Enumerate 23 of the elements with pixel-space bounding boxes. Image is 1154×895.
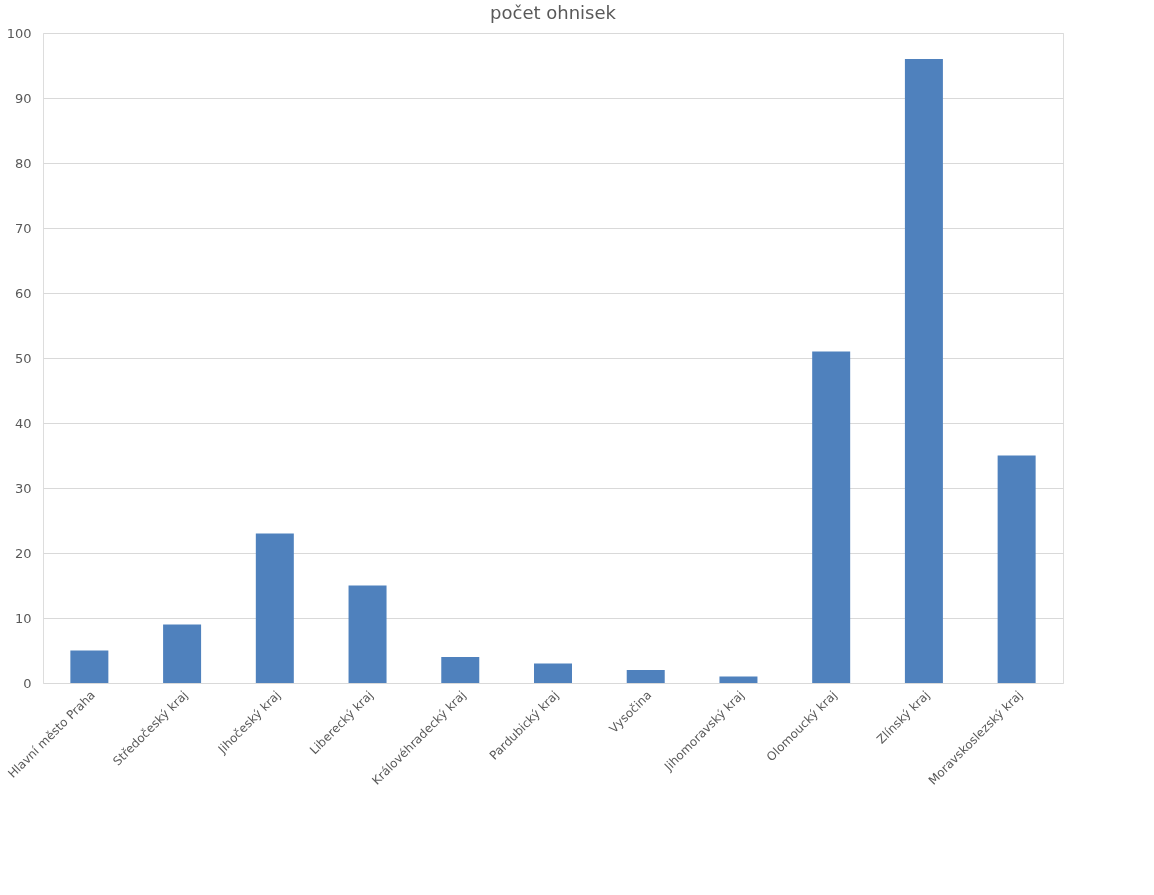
- bar: [441, 657, 480, 683]
- y-tick-label: 60: [14, 285, 32, 301]
- bar: [534, 663, 572, 683]
- bar: [70, 650, 109, 683]
- y-tick-label: 20: [14, 545, 32, 561]
- y-tick-label: 100: [6, 25, 32, 41]
- y-tick-label: 80: [14, 155, 32, 171]
- bar: [997, 455, 1036, 683]
- bar: [348, 585, 387, 683]
- y-tick-label: 10: [14, 610, 32, 626]
- y-tick-label: 50: [14, 350, 32, 366]
- chart-title: počet ohnisek: [490, 2, 617, 23]
- bar: [626, 670, 665, 683]
- y-tick-label: 0: [23, 675, 32, 691]
- bar: [163, 624, 202, 683]
- bar: [904, 59, 943, 683]
- bar: [719, 676, 758, 683]
- y-tick-label: 30: [14, 480, 32, 496]
- bar: [812, 351, 851, 683]
- bar: [255, 533, 294, 683]
- y-tick-label: 90: [14, 90, 32, 106]
- y-tick-label: 70: [14, 220, 32, 236]
- y-tick-label: 40: [14, 415, 32, 431]
